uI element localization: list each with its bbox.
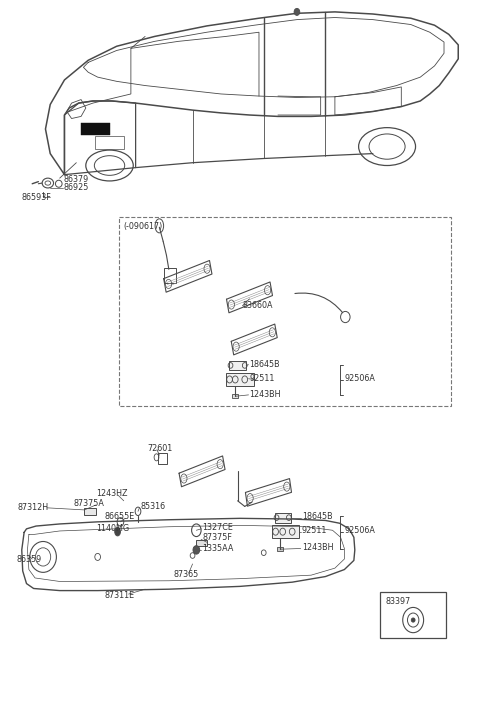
Bar [81, 124, 109, 134]
Text: 86925: 86925 [63, 183, 88, 192]
Ellipse shape [193, 546, 200, 554]
Bar [277, 547, 283, 551]
Text: (-090617): (-090617) [124, 222, 163, 231]
Bar [272, 525, 300, 538]
Text: 92511: 92511 [301, 526, 327, 534]
Text: 18645B: 18645B [301, 512, 332, 521]
Text: 85316: 85316 [140, 502, 166, 511]
Text: 1243BH: 1243BH [250, 390, 281, 399]
Text: 1243BH: 1243BH [301, 543, 333, 552]
Text: 86593F: 86593F [22, 192, 51, 201]
Bar [96, 136, 124, 148]
Bar [119, 217, 451, 406]
Text: 86359: 86359 [16, 554, 41, 563]
Text: 83397: 83397 [385, 597, 411, 607]
Bar [380, 592, 446, 638]
Bar [196, 540, 207, 547]
Bar [232, 395, 238, 398]
Text: 18645B: 18645B [250, 361, 280, 369]
Bar [164, 268, 176, 284]
Text: 1140MG: 1140MG [96, 524, 130, 532]
Bar [84, 508, 96, 515]
Text: 87375A: 87375A [74, 499, 105, 508]
Bar [158, 453, 167, 464]
Ellipse shape [411, 618, 415, 622]
Text: 87311E: 87311E [105, 591, 135, 600]
Text: 86655E: 86655E [105, 513, 135, 522]
Bar [226, 373, 254, 386]
Text: 87365: 87365 [174, 570, 199, 579]
Bar [229, 361, 246, 370]
Text: 92506A: 92506A [344, 526, 375, 534]
Text: 92506A: 92506A [344, 373, 375, 382]
Text: 72601: 72601 [147, 444, 173, 452]
Text: 1243HZ: 1243HZ [96, 489, 128, 498]
Text: 87312H: 87312H [17, 503, 48, 513]
Text: 1335AA: 1335AA [202, 544, 233, 553]
Ellipse shape [115, 527, 120, 536]
Text: 87375F: 87375F [202, 534, 232, 542]
Text: 1327CE: 1327CE [202, 523, 233, 532]
Text: 92511: 92511 [250, 374, 275, 383]
Ellipse shape [294, 8, 300, 16]
Text: 86379: 86379 [63, 175, 88, 184]
Text: 83660A: 83660A [242, 301, 273, 310]
Bar [275, 513, 291, 522]
